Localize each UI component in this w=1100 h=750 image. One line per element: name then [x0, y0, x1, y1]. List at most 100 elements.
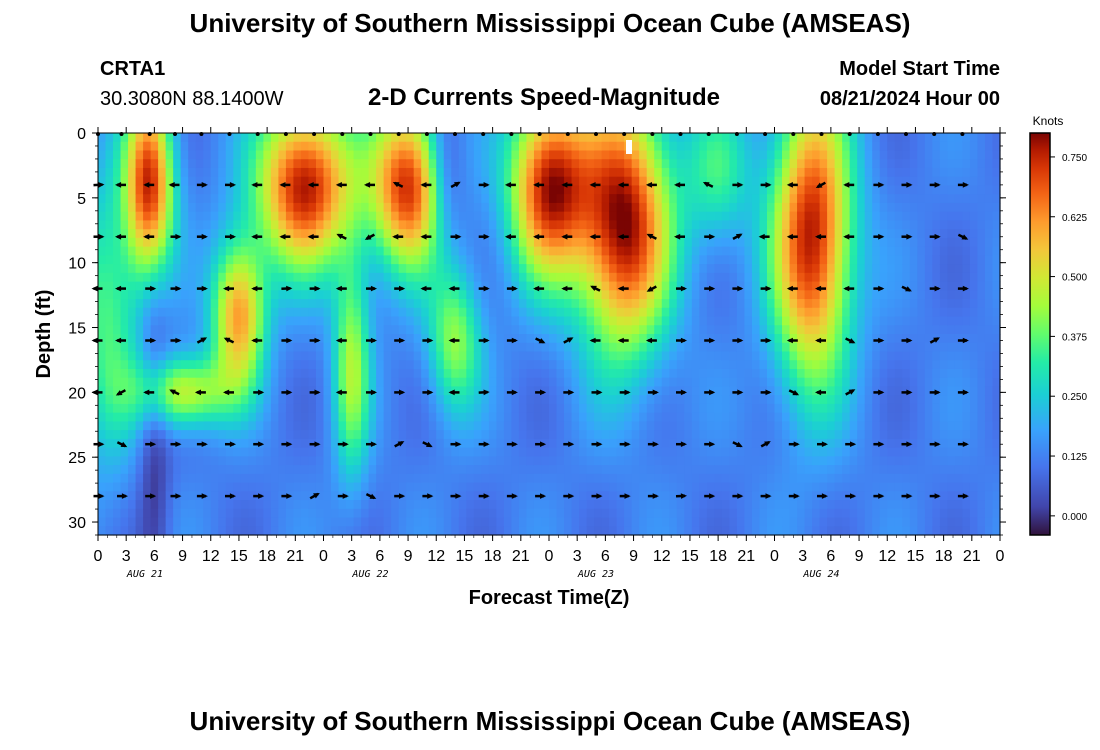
heat-cell: [842, 465, 851, 475]
heat-cell: [549, 133, 558, 143]
heat-cell: [496, 465, 505, 475]
heat-cell: [165, 255, 174, 265]
heat-cell: [887, 141, 896, 152]
heat-cell: [812, 185, 821, 195]
heat-cell: [571, 500, 580, 510]
heat-cell: [609, 482, 618, 492]
heat-cell: [300, 438, 310, 449]
heat-cell: [398, 220, 407, 230]
heat-cell: [120, 438, 129, 449]
heat-cell: [526, 202, 535, 213]
heat-cell: [526, 246, 535, 256]
heat-cell: [782, 272, 791, 283]
heat-cell: [639, 465, 648, 475]
heat-cell: [398, 237, 407, 248]
heat-cell: [609, 325, 618, 335]
heat-cell: [158, 517, 167, 527]
heat-cell: [496, 342, 505, 353]
heat-cell: [699, 307, 708, 318]
chart-title: 2-D Currents Speed-Magnitude: [368, 84, 721, 111]
heat-cell: [879, 456, 888, 466]
heat-cell: [533, 211, 543, 221]
heat-cell: [150, 377, 159, 388]
heat-cell: [721, 438, 730, 449]
heat-cell: [879, 211, 888, 221]
heat-cell: [549, 202, 558, 213]
heat-cell: [150, 167, 159, 178]
heat-cell: [323, 456, 332, 466]
heat-cell: [684, 456, 693, 466]
heat-cell: [195, 342, 204, 353]
heat-cell: [549, 386, 558, 396]
heat-cell: [616, 159, 625, 169]
heat-cell: [646, 526, 655, 536]
heat-cell: [293, 185, 302, 195]
heat-cell: [834, 141, 843, 152]
heat-cell: [812, 508, 821, 519]
heat-cell: [361, 377, 370, 388]
heat-cell: [684, 141, 693, 152]
heat-cell: [691, 133, 700, 143]
heat-cell: [436, 351, 445, 361]
heat-cell: [646, 176, 655, 187]
heat-cell: [646, 246, 655, 256]
heat-cell: [113, 465, 122, 475]
heat-cell: [541, 421, 550, 431]
heat-cell: [586, 316, 595, 326]
heat-cell: [751, 517, 761, 527]
heat-cell: [857, 412, 866, 422]
heat-cell: [421, 307, 430, 318]
heat-cell: [729, 403, 738, 414]
heat-cell: [902, 465, 911, 475]
heat-cell: [759, 482, 768, 492]
heat-cell: [225, 421, 234, 431]
heat-cell: [458, 517, 467, 527]
heat-cell: [827, 351, 836, 361]
heat-cell: [158, 211, 167, 221]
heat-cell: [812, 403, 821, 414]
heat-cell: [128, 290, 137, 300]
heat-cell: [270, 299, 279, 309]
heat-cell: [128, 325, 137, 335]
heat-cell: [819, 430, 828, 440]
heat-cell: [533, 202, 543, 213]
heat-cell: [736, 159, 746, 169]
heat-cell: [150, 141, 159, 152]
heat-cell: [293, 456, 302, 466]
heat-cell: [451, 500, 460, 510]
heat-cell: [315, 272, 325, 283]
heat-cell: [383, 220, 392, 230]
heat-cell: [248, 194, 257, 204]
heat-cell: [533, 272, 543, 283]
heat-cell: [406, 150, 415, 160]
heat-cell: [827, 325, 836, 335]
heat-cell: [564, 159, 573, 169]
heat-cell: [406, 473, 415, 484]
heat-cell: [624, 360, 633, 370]
heat-cell: [751, 500, 761, 510]
heat-cell: [669, 237, 678, 248]
heat-cell: [451, 141, 460, 152]
heat-cell: [736, 456, 746, 466]
heat-cell: [225, 307, 234, 318]
heat-cell: [782, 500, 791, 510]
heat-cell: [180, 386, 189, 396]
heat-cell: [285, 141, 295, 152]
heat-cell: [669, 229, 678, 239]
heat-cell: [872, 465, 881, 475]
heat-cell: [451, 421, 460, 431]
heat-cell: [180, 334, 189, 344]
heat-cell: [887, 264, 896, 274]
heat-cell: [661, 456, 670, 466]
heat-cell: [285, 211, 295, 221]
heat-cell: [579, 133, 588, 143]
heat-cell: [518, 141, 528, 152]
heat-cell: [105, 386, 114, 396]
heat-cell: [902, 159, 911, 169]
heat-cell: [481, 430, 490, 440]
heat-cell: [143, 255, 152, 265]
heat-cell: [669, 526, 678, 536]
heat-cell: [248, 211, 257, 221]
heat-cell: [789, 334, 798, 344]
heat-cell: [549, 176, 558, 187]
